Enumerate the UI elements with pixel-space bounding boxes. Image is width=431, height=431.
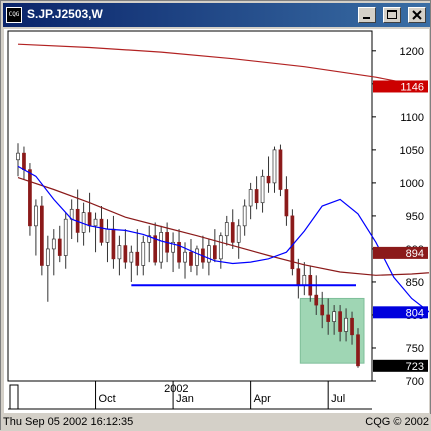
candle-body — [212, 245, 217, 260]
candle-body — [87, 212, 92, 227]
candle-body — [290, 215, 295, 270]
candle-body — [260, 175, 265, 204]
candle-body — [254, 189, 259, 204]
candle-body — [266, 175, 271, 184]
close-icon — [412, 10, 422, 20]
y-tick-label: 950 — [406, 211, 424, 223]
y-tick-label: 750 — [406, 343, 424, 355]
maximize-button[interactable] — [383, 7, 401, 23]
candle-body — [350, 317, 354, 336]
candle-body — [207, 245, 211, 263]
maximize-icon — [387, 10, 397, 19]
chart-area[interactable]: 12001150110010501000950900850800750700Oc… — [4, 29, 431, 413]
candle-body — [129, 251, 134, 263]
price-marker-label: 723 — [406, 361, 424, 373]
highlight-box — [299, 297, 365, 364]
candle-body — [123, 245, 128, 263]
candle-body — [344, 317, 348, 332]
candle-body — [57, 238, 62, 256]
y-tick-label: 1100 — [400, 112, 424, 124]
candle-body — [284, 189, 289, 217]
moving-average-line — [17, 43, 424, 88]
candle-body — [81, 212, 86, 233]
x-year-label: 2002 — [164, 383, 188, 395]
status-copyright: CQG © 2002 — [365, 416, 429, 428]
candle-body — [183, 251, 187, 263]
candle-body — [314, 294, 319, 306]
minimize-button[interactable] — [358, 7, 376, 23]
candle-body — [111, 228, 116, 260]
status-datetime: Thu Sep 05 2002 16:12:35 — [3, 416, 134, 428]
y-tick-label: 850 — [406, 277, 424, 289]
moving-average-line — [17, 165, 430, 313]
y-tick-label: 1200 — [400, 46, 424, 58]
candle-body — [141, 241, 146, 266]
candle-body — [338, 311, 342, 332]
x-month-label: Jul — [331, 393, 345, 405]
cqg-app-icon[interactable]: CQG — [6, 7, 22, 23]
candle-body — [117, 245, 122, 260]
candle-body — [332, 311, 336, 322]
candle-body — [236, 225, 241, 243]
minimize-icon — [363, 17, 370, 19]
candle-body — [224, 222, 229, 237]
status-bar: Thu Sep 05 2002 16:12:35 CQG © 2002 — [1, 414, 431, 431]
candle-body — [105, 228, 110, 243]
moving-average-line — [17, 177, 431, 276]
candle-body — [278, 149, 283, 190]
title-bar[interactable]: CQG S.JP.J2503,W — [3, 3, 430, 27]
candle-body — [171, 241, 175, 253]
candle-body — [356, 334, 360, 367]
candle-body — [230, 222, 235, 243]
candle-body — [63, 218, 68, 256]
candle-body — [147, 235, 152, 243]
candle-body — [195, 248, 199, 266]
price-marker-label: 1146 — [400, 81, 424, 93]
candle-body — [40, 205, 44, 266]
candle-body — [93, 218, 98, 227]
x-month-label: Jan — [176, 393, 194, 405]
candle-body — [22, 152, 26, 171]
price-marker-label: 804 — [406, 307, 424, 319]
y-tick-label: 1050 — [400, 145, 424, 157]
candle-body — [272, 149, 277, 184]
candlestick-chart[interactable]: 12001150110010501000950900850800750700Oc… — [4, 29, 431, 413]
candle-body — [302, 274, 307, 286]
candle-body — [34, 205, 38, 227]
price-marker-label: 894 — [406, 248, 424, 260]
candle-body — [248, 189, 253, 207]
y-tick-label: 700 — [406, 376, 424, 388]
candle-body — [16, 152, 20, 161]
candle-body — [153, 235, 158, 263]
price-marker — [373, 80, 428, 93]
candle-body — [189, 251, 193, 266]
close-button[interactable] — [408, 7, 426, 23]
candle-body — [28, 169, 32, 227]
x-month-label: Apr — [254, 393, 271, 405]
x-month-label: Oct — [99, 393, 116, 405]
candle-body — [296, 268, 301, 286]
scroll-indicator — [9, 384, 19, 410]
y-tick-label: 1000 — [400, 178, 424, 190]
window-title: S.JP.J2503,W — [27, 7, 103, 21]
candle-body — [218, 235, 223, 260]
candle-body — [45, 248, 50, 266]
candle-body — [135, 251, 140, 266]
candle-body — [326, 314, 331, 322]
price-marker — [373, 359, 428, 372]
candle-body — [320, 304, 325, 316]
price-marker — [373, 246, 428, 259]
candle-body — [177, 241, 181, 263]
candle-body — [159, 232, 164, 263]
candle-body — [99, 218, 104, 243]
price-marker — [373, 306, 428, 319]
candle-body — [242, 205, 247, 227]
plot-frame — [7, 30, 373, 382]
candle-body — [51, 238, 56, 250]
